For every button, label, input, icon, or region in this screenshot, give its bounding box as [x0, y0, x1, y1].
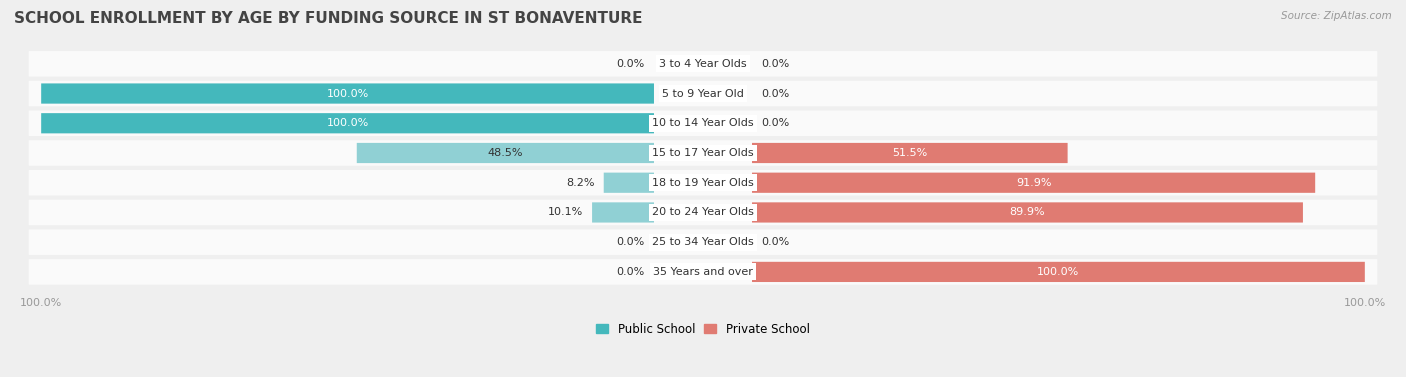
FancyBboxPatch shape [28, 200, 1378, 225]
Text: 48.5%: 48.5% [488, 148, 523, 158]
FancyBboxPatch shape [28, 81, 1378, 106]
Text: SCHOOL ENROLLMENT BY AGE BY FUNDING SOURCE IN ST BONAVENTURE: SCHOOL ENROLLMENT BY AGE BY FUNDING SOUR… [14, 11, 643, 26]
FancyBboxPatch shape [28, 140, 1378, 166]
FancyBboxPatch shape [357, 143, 654, 163]
FancyBboxPatch shape [28, 110, 1378, 136]
FancyBboxPatch shape [28, 170, 1378, 196]
Text: 0.0%: 0.0% [761, 118, 789, 128]
FancyBboxPatch shape [41, 83, 654, 104]
Text: Source: ZipAtlas.com: Source: ZipAtlas.com [1281, 11, 1392, 21]
Text: 5 to 9 Year Old: 5 to 9 Year Old [662, 89, 744, 98]
Text: 0.0%: 0.0% [617, 59, 645, 69]
Text: 91.9%: 91.9% [1017, 178, 1052, 188]
FancyBboxPatch shape [28, 259, 1378, 285]
FancyBboxPatch shape [28, 229, 1378, 255]
Text: 100.0%: 100.0% [326, 118, 368, 128]
Text: 0.0%: 0.0% [761, 59, 789, 69]
Text: 51.5%: 51.5% [893, 148, 928, 158]
FancyBboxPatch shape [752, 173, 1315, 193]
Text: 100.0%: 100.0% [1038, 267, 1080, 277]
Text: 10 to 14 Year Olds: 10 to 14 Year Olds [652, 118, 754, 128]
Legend: Public School, Private School: Public School, Private School [592, 318, 814, 340]
FancyBboxPatch shape [752, 202, 1303, 222]
FancyBboxPatch shape [752, 262, 1365, 282]
FancyBboxPatch shape [603, 173, 654, 193]
Text: 0.0%: 0.0% [761, 89, 789, 98]
Text: 20 to 24 Year Olds: 20 to 24 Year Olds [652, 207, 754, 218]
Text: 0.0%: 0.0% [617, 267, 645, 277]
FancyBboxPatch shape [41, 113, 654, 133]
Text: 15 to 17 Year Olds: 15 to 17 Year Olds [652, 148, 754, 158]
Text: 0.0%: 0.0% [761, 237, 789, 247]
Text: 3 to 4 Year Olds: 3 to 4 Year Olds [659, 59, 747, 69]
Text: 18 to 19 Year Olds: 18 to 19 Year Olds [652, 178, 754, 188]
Text: 10.1%: 10.1% [548, 207, 583, 218]
FancyBboxPatch shape [752, 143, 1067, 163]
Text: 0.0%: 0.0% [617, 237, 645, 247]
Text: 100.0%: 100.0% [326, 89, 368, 98]
Text: 89.9%: 89.9% [1010, 207, 1045, 218]
Text: 8.2%: 8.2% [567, 178, 595, 188]
FancyBboxPatch shape [28, 51, 1378, 77]
FancyBboxPatch shape [592, 202, 654, 222]
Text: 35 Years and over: 35 Years and over [652, 267, 754, 277]
Text: 25 to 34 Year Olds: 25 to 34 Year Olds [652, 237, 754, 247]
